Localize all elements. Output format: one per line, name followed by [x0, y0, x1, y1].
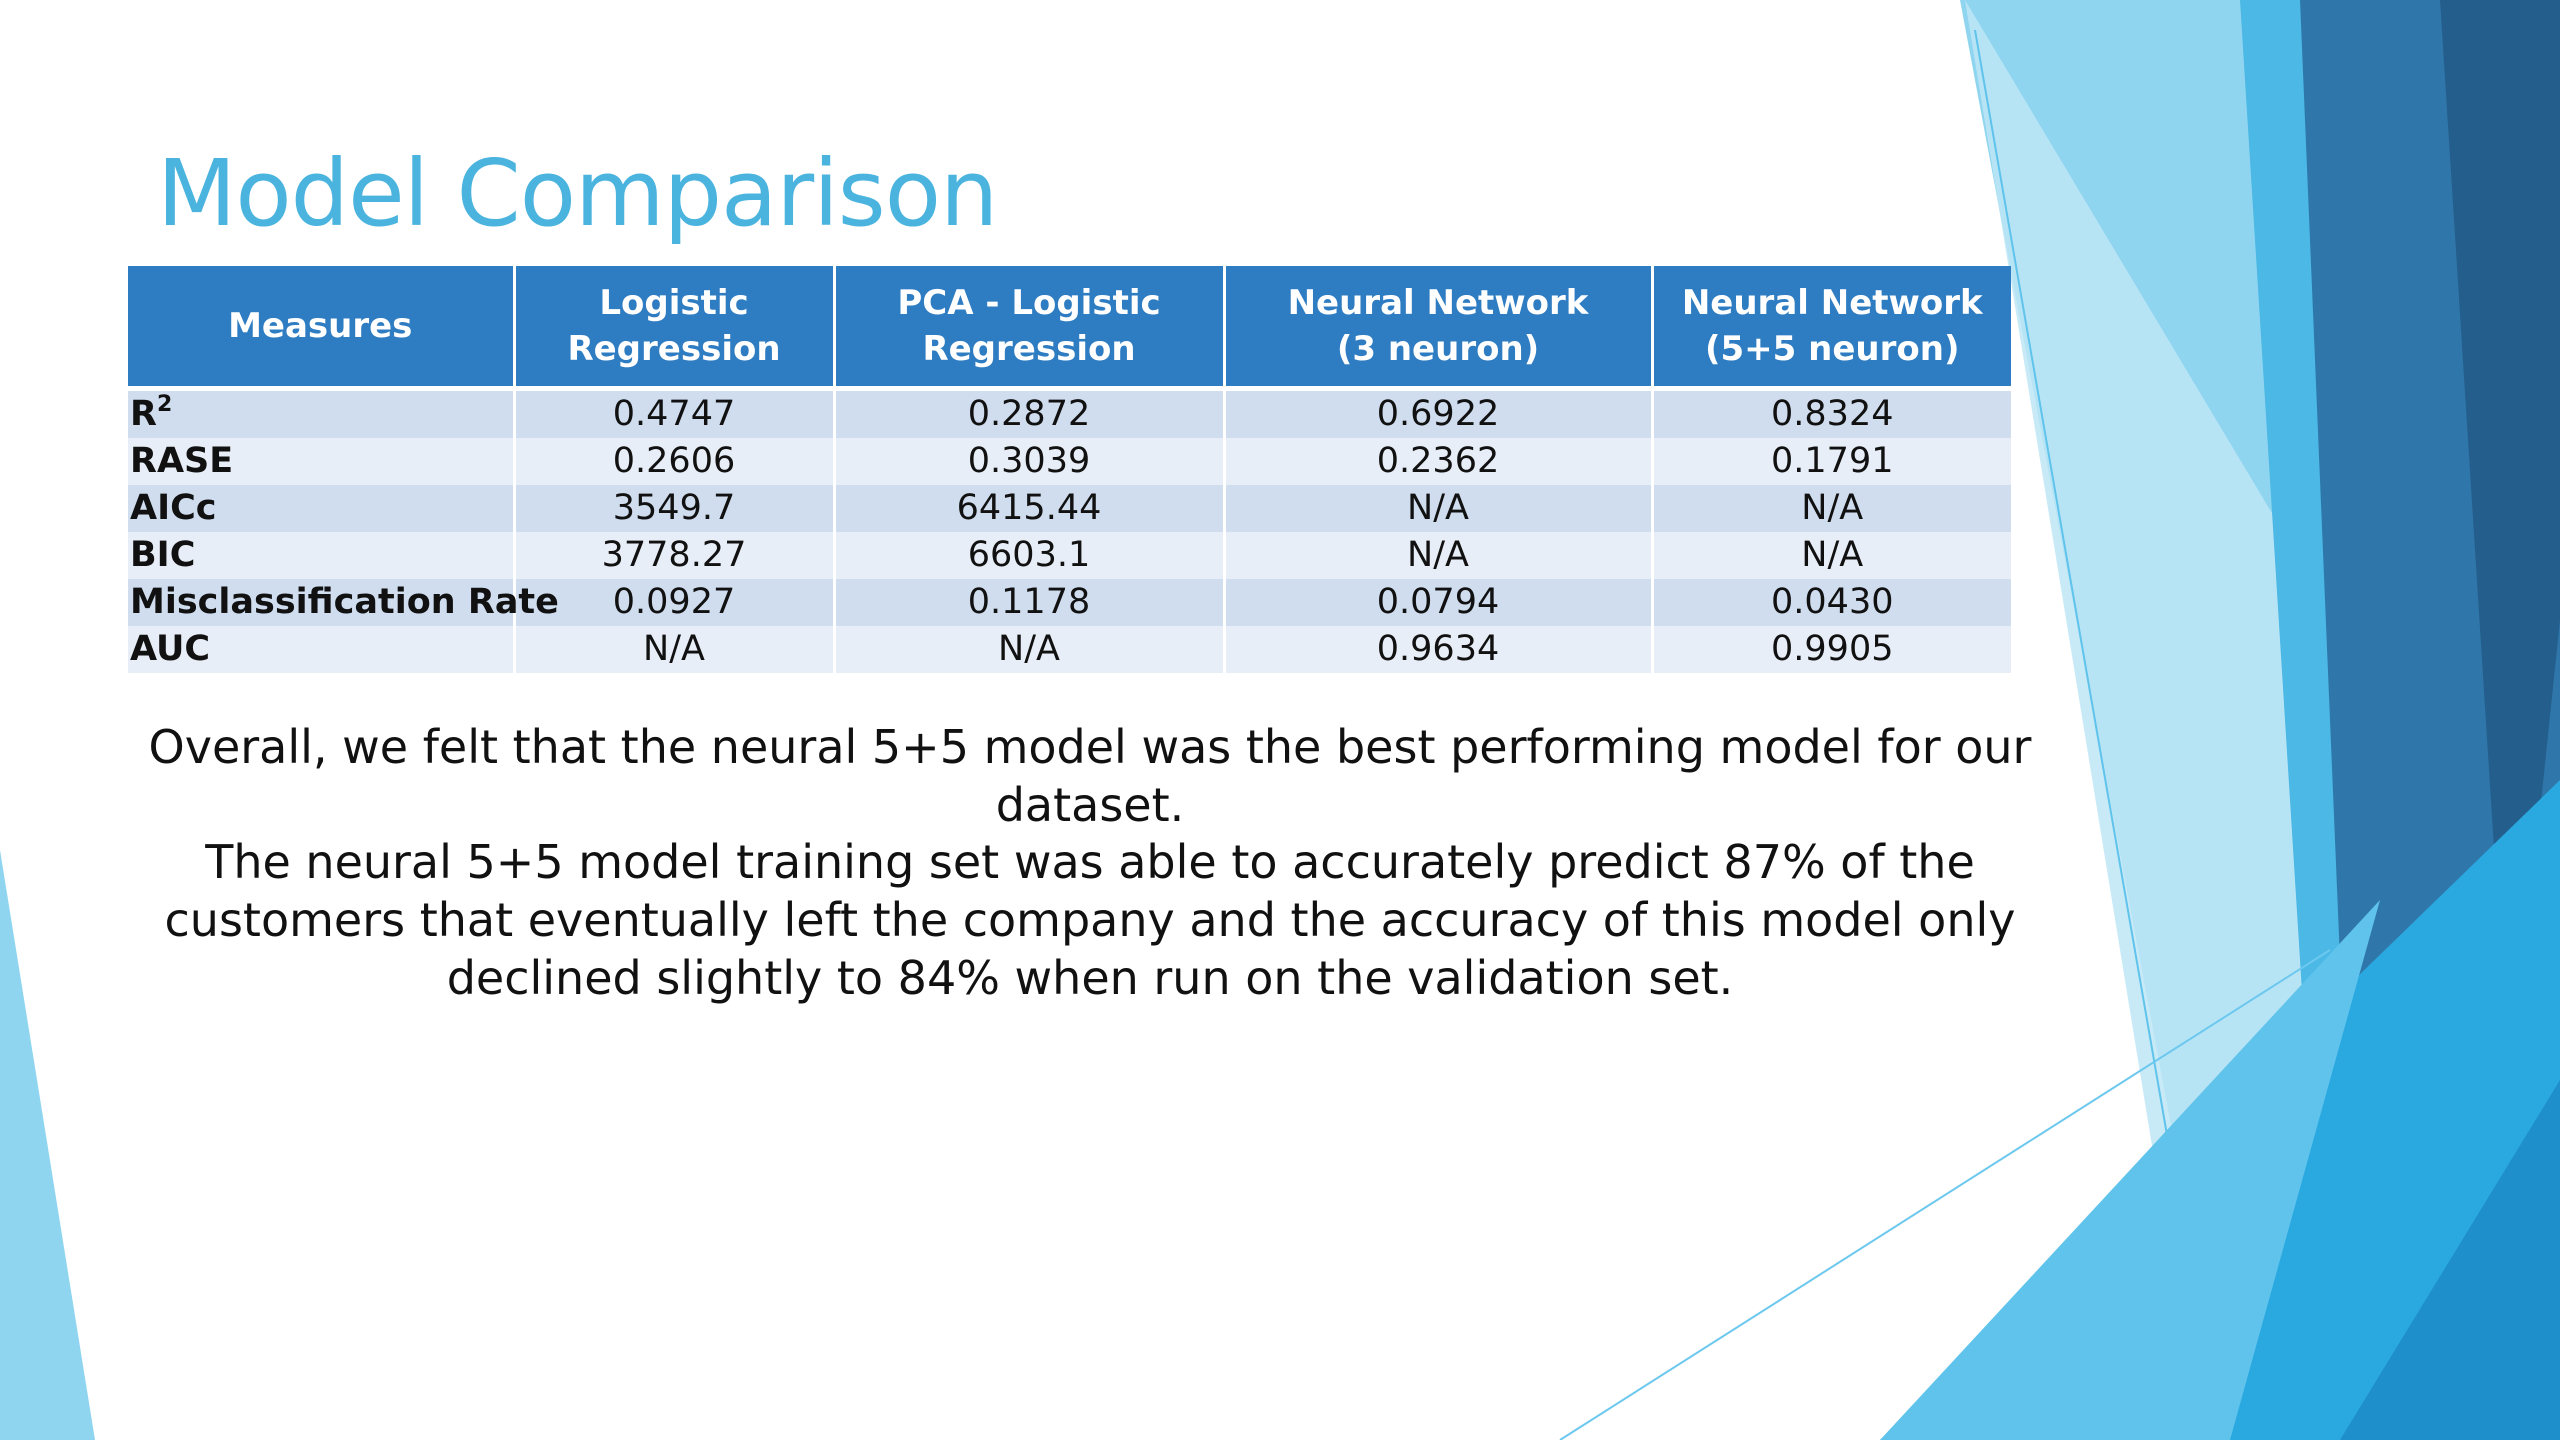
column-header-line: (3 neuron): [1336, 329, 1540, 369]
column-header-line: Neural Network: [1681, 283, 1983, 323]
value-cell: 0.3039: [834, 438, 1226, 485]
superscript: 2: [156, 392, 173, 417]
measure-cell: AICc: [128, 485, 516, 532]
table-row: Misclassification Rate 0.0927 0.1178 0.0…: [128, 579, 2011, 626]
measure-cell: RASE: [128, 438, 516, 485]
value-cell: 0.2606: [514, 438, 836, 485]
column-header-line: Regression: [567, 329, 781, 369]
table-header-row: Measures Logistic Regression PCA - Logist…: [128, 266, 2011, 391]
deep-blue-corner: [2340, 1080, 2560, 1440]
value-cell: 0.9634: [1224, 626, 1654, 673]
column-header: Neural Network (3 neuron): [1224, 266, 1654, 391]
summary-paragraph: Overall, we felt that the neural 5+5 mod…: [148, 720, 2032, 832]
thin-diagonal-line-2: [1559, 949, 2331, 1440]
value-cell: N/A: [1652, 485, 2011, 532]
light-lower-triangle: [1880, 900, 2380, 1440]
table-row: AICc 3549.7 6415.44 N/A N/A: [128, 485, 2011, 532]
table-row: AUC N/A N/A 0.9634 0.9905: [128, 626, 2011, 673]
value-cell: 3549.7: [514, 485, 836, 532]
value-cell: 0.2872: [834, 388, 1226, 438]
value-cell: 3778.27: [514, 532, 836, 579]
table-row: RASE 0.2606 0.3039 0.2362 0.1791: [128, 438, 2011, 485]
model-comparison-table: Measures Logistic Regression PCA - Logist…: [128, 266, 2011, 673]
table-row: BIC 3778.27 6603.1 N/A N/A: [128, 532, 2011, 579]
value-cell: 0.0430: [1652, 579, 2011, 626]
value-cell: 0.4747: [514, 388, 836, 438]
value-cell: N/A: [834, 626, 1226, 673]
value-cell: N/A: [1652, 532, 2011, 579]
thin-diagonal-line: [1974, 29, 2221, 1440]
measure-cell: AUC: [128, 626, 516, 673]
value-cell: 0.0794: [1224, 579, 1654, 626]
column-header-line: (5+5 neuron): [1704, 329, 1960, 369]
measure-cell: BIC: [128, 532, 516, 579]
value-cell: N/A: [1224, 485, 1654, 532]
column-header-line: Neural Network: [1287, 283, 1589, 323]
column-header: Logistic Regression: [514, 266, 836, 391]
value-cell: 6603.1: [834, 532, 1226, 579]
value-cell: 0.6922: [1224, 388, 1654, 438]
column-header-line: Measures: [228, 306, 413, 346]
column-header-line: Regression: [922, 329, 1136, 369]
value-cell: N/A: [514, 626, 836, 673]
measure-cell: R2: [128, 388, 516, 438]
value-cell: 0.2362: [1224, 438, 1654, 485]
column-header-line: PCA - Logistic: [897, 283, 1161, 323]
value-cell: N/A: [1224, 532, 1654, 579]
value-cell: 0.8324: [1652, 388, 2011, 438]
measure-label: R: [130, 394, 157, 434]
column-header: PCA - Logistic Regression: [834, 266, 1226, 391]
value-cell: 0.9905: [1652, 626, 2011, 673]
measure-cell: Misclassification Rate: [128, 579, 559, 626]
value-cell: 0.1791: [1652, 438, 2011, 485]
column-header: Measures: [128, 266, 516, 391]
value-cell: 0.0927: [514, 579, 836, 626]
column-header: Neural Network (5+5 neuron): [1652, 266, 2011, 391]
table-row: R2 0.4747 0.2872 0.6922 0.8324: [128, 388, 2011, 438]
value-cell: 0.1178: [834, 579, 1226, 626]
detail-paragraph: The neural 5+5 model training set was ab…: [164, 835, 2016, 1005]
value-cell: 6415.44: [834, 485, 1226, 532]
column-header-line: Logistic: [599, 283, 749, 323]
slide-title: Model Comparison: [157, 140, 998, 247]
left-accent-shape: [0, 850, 95, 1440]
